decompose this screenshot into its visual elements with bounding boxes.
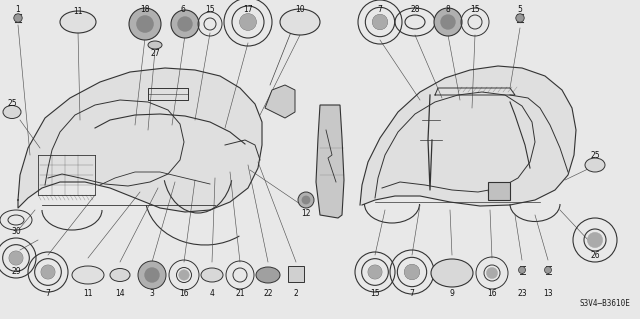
Text: 10: 10 bbox=[295, 5, 305, 14]
Circle shape bbox=[404, 264, 420, 280]
Ellipse shape bbox=[148, 41, 162, 49]
Circle shape bbox=[298, 192, 314, 208]
Circle shape bbox=[136, 15, 154, 33]
Circle shape bbox=[518, 266, 525, 273]
Ellipse shape bbox=[72, 266, 104, 284]
Text: 7: 7 bbox=[378, 5, 383, 14]
Text: 2: 2 bbox=[294, 288, 298, 298]
Circle shape bbox=[516, 14, 524, 22]
Text: 3: 3 bbox=[150, 288, 154, 298]
Text: S3V4–B3610E: S3V4–B3610E bbox=[579, 299, 630, 308]
Ellipse shape bbox=[280, 9, 320, 35]
Polygon shape bbox=[265, 85, 295, 118]
Text: 6: 6 bbox=[180, 5, 186, 14]
Bar bbox=[288, 266, 304, 282]
Text: 18: 18 bbox=[140, 5, 150, 14]
Text: 25: 25 bbox=[590, 151, 600, 160]
Circle shape bbox=[179, 270, 189, 280]
Circle shape bbox=[177, 16, 193, 32]
Ellipse shape bbox=[3, 106, 21, 118]
Ellipse shape bbox=[60, 11, 96, 33]
Text: 9: 9 bbox=[449, 288, 454, 298]
Ellipse shape bbox=[431, 259, 473, 287]
Text: 16: 16 bbox=[179, 288, 189, 298]
Circle shape bbox=[41, 265, 55, 279]
Text: 15: 15 bbox=[370, 288, 380, 298]
Ellipse shape bbox=[585, 158, 605, 172]
Circle shape bbox=[588, 232, 603, 248]
Circle shape bbox=[301, 196, 310, 204]
Circle shape bbox=[129, 8, 161, 40]
Text: 12: 12 bbox=[301, 209, 311, 218]
Polygon shape bbox=[18, 68, 262, 212]
Polygon shape bbox=[360, 66, 576, 206]
Circle shape bbox=[440, 14, 456, 30]
Text: 11: 11 bbox=[73, 8, 83, 17]
Text: 29: 29 bbox=[11, 268, 21, 277]
Text: 30: 30 bbox=[11, 227, 21, 236]
Polygon shape bbox=[316, 105, 344, 218]
Ellipse shape bbox=[256, 267, 280, 283]
Text: 22: 22 bbox=[263, 288, 273, 298]
Circle shape bbox=[239, 14, 257, 30]
Circle shape bbox=[368, 265, 382, 279]
Text: 28: 28 bbox=[410, 5, 420, 14]
Text: 14: 14 bbox=[115, 288, 125, 298]
Circle shape bbox=[372, 14, 388, 30]
Circle shape bbox=[9, 251, 23, 265]
Text: 26: 26 bbox=[590, 251, 600, 261]
Text: 27: 27 bbox=[150, 48, 160, 57]
Circle shape bbox=[144, 267, 160, 283]
Bar bbox=[488, 182, 510, 200]
Text: 15: 15 bbox=[470, 5, 480, 14]
Text: 15: 15 bbox=[205, 5, 215, 14]
Text: 23: 23 bbox=[517, 288, 527, 298]
Circle shape bbox=[14, 14, 22, 22]
Text: 7: 7 bbox=[410, 288, 415, 298]
Text: 25: 25 bbox=[7, 100, 17, 108]
Circle shape bbox=[434, 8, 462, 36]
Text: 7: 7 bbox=[45, 288, 51, 298]
Circle shape bbox=[486, 267, 498, 278]
Text: 16: 16 bbox=[487, 288, 497, 298]
Text: 5: 5 bbox=[518, 5, 522, 14]
Circle shape bbox=[138, 261, 166, 289]
Ellipse shape bbox=[110, 269, 130, 281]
Text: 11: 11 bbox=[83, 288, 93, 298]
Text: 21: 21 bbox=[236, 288, 244, 298]
Text: 1: 1 bbox=[15, 5, 20, 14]
Text: 4: 4 bbox=[209, 288, 214, 298]
Text: 17: 17 bbox=[243, 5, 253, 14]
Text: 8: 8 bbox=[445, 5, 451, 14]
Text: 13: 13 bbox=[543, 288, 553, 298]
Ellipse shape bbox=[201, 268, 223, 282]
Circle shape bbox=[171, 10, 199, 38]
Circle shape bbox=[545, 266, 552, 273]
